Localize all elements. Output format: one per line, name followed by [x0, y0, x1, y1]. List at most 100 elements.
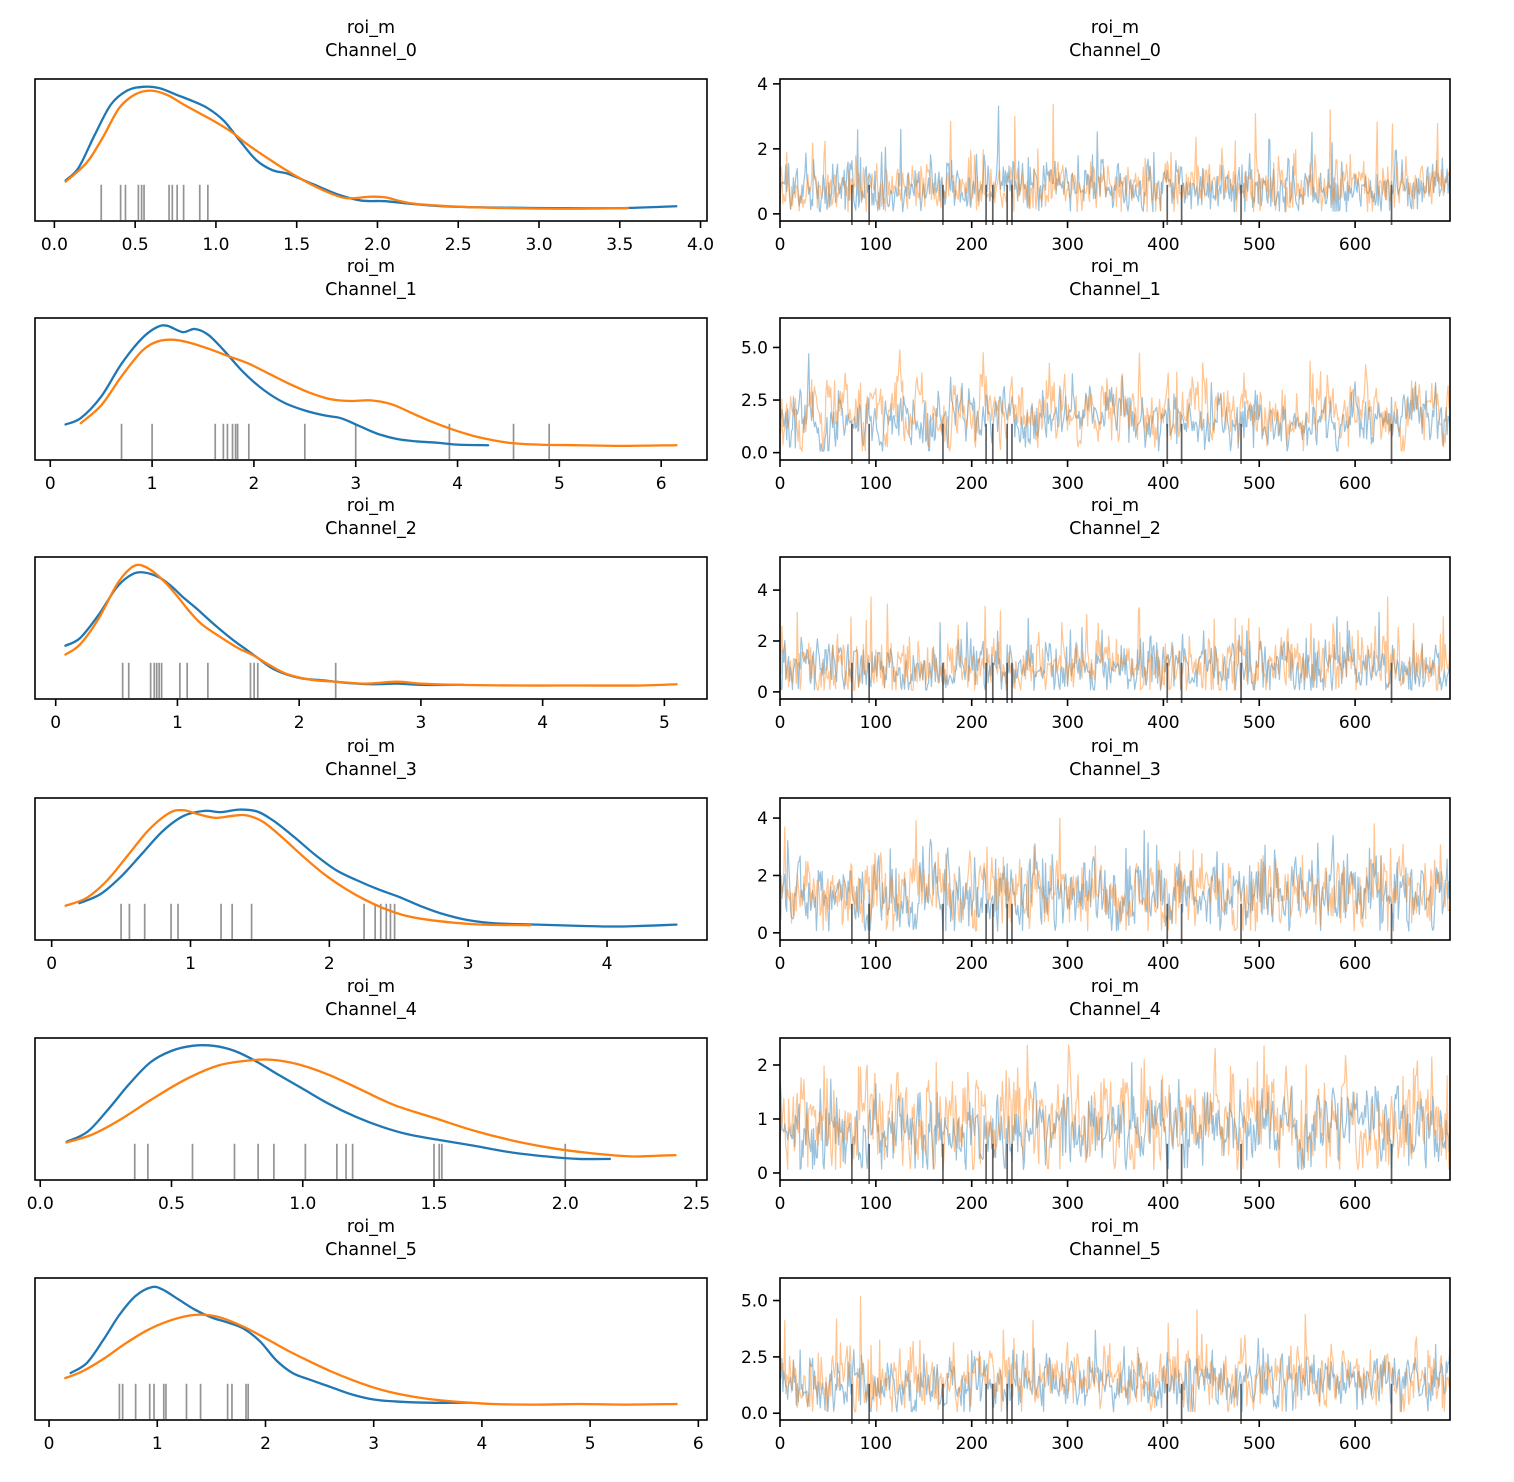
plot-title-line1: roi_m — [1090, 257, 1140, 277]
svg-text:300: 300 — [1051, 474, 1083, 494]
plot-title: roi_m Channel_0 — [780, 17, 1450, 63]
svg-text:600: 600 — [1339, 1194, 1371, 1214]
timeseries-plot-channel-5: 0 100 200 300 400 500 600 0.0 2.5 5.0 — [720, 1270, 1482, 1472]
plot-title-line2: Channel_0 — [325, 41, 417, 61]
svg-text:0: 0 — [775, 1434, 786, 1454]
svg-text:500: 500 — [1243, 713, 1275, 733]
svg-text:100: 100 — [860, 954, 892, 974]
plot-title-line2: Channel_3 — [325, 760, 417, 780]
plot-title: roi_m Channel_1 — [35, 256, 707, 302]
timeseries-plot-channel-2: 0 100 200 300 400 500 600 0 2 4 — [720, 549, 1482, 751]
svg-text:1: 1 — [757, 1110, 768, 1130]
svg-text:4: 4 — [602, 954, 613, 974]
timeseries-plot-channel-4: 0 100 200 300 400 500 600 0 1 2 — [720, 1030, 1482, 1232]
svg-text:300: 300 — [1051, 713, 1083, 733]
svg-text:400: 400 — [1147, 1434, 1179, 1454]
svg-text:3: 3 — [368, 1434, 379, 1454]
svg-text:0: 0 — [757, 205, 768, 225]
plot-title-line2: Channel_1 — [325, 280, 417, 300]
svg-text:500: 500 — [1243, 1194, 1275, 1214]
kde-plot-channel-4: 0.0 0.5 1.0 1.5 2.0 2.5 — [0, 1030, 739, 1232]
plot-title: roi_m Channel_2 — [780, 495, 1450, 541]
svg-text:300: 300 — [1051, 235, 1083, 255]
plot-title-line2: Channel_2 — [1069, 519, 1161, 539]
svg-text:0: 0 — [775, 713, 786, 733]
svg-text:3: 3 — [415, 713, 426, 733]
svg-text:100: 100 — [860, 1194, 892, 1214]
svg-text:0.0: 0.0 — [741, 444, 768, 464]
svg-text:2: 2 — [324, 954, 335, 974]
svg-text:5: 5 — [585, 1434, 596, 1454]
svg-text:6: 6 — [693, 1434, 704, 1454]
svg-text:3: 3 — [463, 954, 474, 974]
svg-text:0.5: 0.5 — [122, 235, 149, 255]
svg-text:5.0: 5.0 — [741, 338, 768, 358]
kde-plot-channel-2: 0 1 2 3 4 5 — [0, 549, 739, 751]
plot-title: roi_m Channel_1 — [780, 256, 1450, 302]
plot-title: roi_m Channel_0 — [35, 17, 707, 63]
svg-text:2: 2 — [757, 140, 768, 160]
svg-text:0.0: 0.0 — [27, 1194, 54, 1214]
svg-text:4: 4 — [757, 809, 768, 829]
plot-title: roi_m Channel_5 — [35, 1216, 707, 1262]
svg-text:0.5: 0.5 — [158, 1194, 185, 1214]
svg-text:200: 200 — [955, 1434, 987, 1454]
svg-text:2.5: 2.5 — [445, 235, 472, 255]
svg-text:5: 5 — [554, 474, 565, 494]
plot-title-line1: roi_m — [346, 737, 396, 757]
plot-title-line1: roi_m — [1090, 1217, 1140, 1237]
plot-title-line1: roi_m — [346, 18, 396, 38]
plot-title-line1: roi_m — [346, 496, 396, 516]
svg-text:2: 2 — [294, 713, 305, 733]
svg-text:500: 500 — [1243, 474, 1275, 494]
svg-text:600: 600 — [1339, 713, 1371, 733]
kde-plot-channel-3: 0 1 2 3 4 — [0, 790, 739, 992]
svg-text:4: 4 — [757, 581, 768, 601]
plot-title: roi_m Channel_3 — [35, 736, 707, 782]
svg-text:3.0: 3.0 — [525, 235, 552, 255]
svg-text:0: 0 — [46, 954, 57, 974]
svg-text:400: 400 — [1147, 713, 1179, 733]
svg-text:2: 2 — [260, 1434, 271, 1454]
plot-title-line2: Channel_5 — [1069, 1240, 1161, 1260]
plot-title-line1: roi_m — [1090, 496, 1140, 516]
svg-text:500: 500 — [1243, 1434, 1275, 1454]
svg-text:0: 0 — [45, 474, 56, 494]
svg-text:3.5: 3.5 — [606, 235, 633, 255]
svg-text:100: 100 — [860, 1434, 892, 1454]
svg-text:200: 200 — [955, 474, 987, 494]
svg-text:200: 200 — [955, 954, 987, 974]
svg-text:4: 4 — [452, 474, 463, 494]
svg-text:600: 600 — [1339, 1434, 1371, 1454]
svg-text:0: 0 — [775, 474, 786, 494]
plot-title-line1: roi_m — [346, 257, 396, 277]
svg-text:1.5: 1.5 — [420, 1194, 447, 1214]
svg-text:100: 100 — [860, 235, 892, 255]
svg-text:300: 300 — [1051, 954, 1083, 974]
svg-text:1.0: 1.0 — [202, 235, 229, 255]
svg-text:100: 100 — [860, 474, 892, 494]
svg-text:2: 2 — [757, 632, 768, 652]
svg-text:400: 400 — [1147, 474, 1179, 494]
svg-text:4: 4 — [757, 75, 768, 95]
svg-text:0: 0 — [775, 954, 786, 974]
plot-title-line2: Channel_3 — [1069, 760, 1161, 780]
plot-title-line2: Channel_4 — [325, 1000, 417, 1020]
svg-text:2.5: 2.5 — [741, 391, 768, 411]
svg-text:1: 1 — [185, 954, 196, 974]
svg-text:2: 2 — [248, 474, 259, 494]
svg-text:200: 200 — [955, 1194, 987, 1214]
svg-text:2.5: 2.5 — [683, 1194, 710, 1214]
svg-text:1: 1 — [152, 1434, 163, 1454]
svg-text:0: 0 — [775, 235, 786, 255]
svg-text:600: 600 — [1339, 474, 1371, 494]
svg-text:0.0: 0.0 — [41, 235, 68, 255]
svg-text:2.0: 2.0 — [364, 235, 391, 255]
timeseries-plot-channel-1: 0 100 200 300 400 500 600 0.0 2.5 5.0 — [720, 310, 1482, 512]
svg-text:300: 300 — [1051, 1434, 1083, 1454]
svg-text:200: 200 — [955, 235, 987, 255]
svg-text:1.5: 1.5 — [283, 235, 310, 255]
plot-title: roi_m Channel_4 — [780, 976, 1450, 1022]
timeseries-plot-channel-0: 0 100 200 300 400 500 600 0 2 4 — [720, 71, 1482, 273]
